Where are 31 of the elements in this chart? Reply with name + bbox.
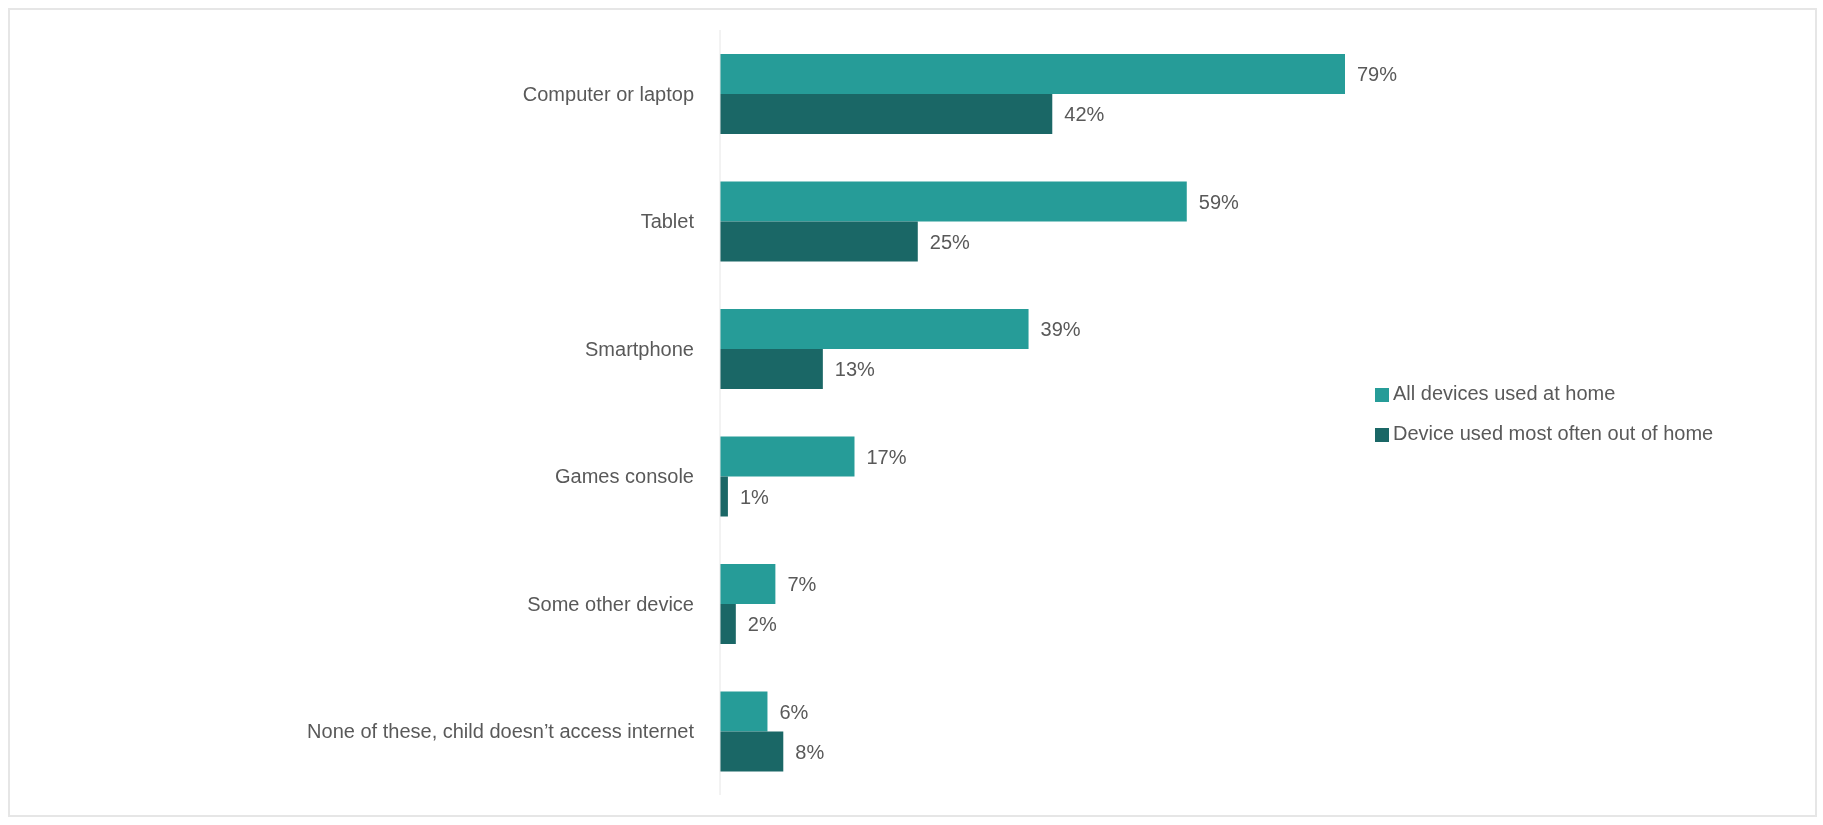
y-tick-label: Computer or laptop <box>522 82 694 105</box>
y-tick-label: Smartphone <box>585 337 694 360</box>
bar <box>720 691 768 732</box>
data-label: 79% <box>1357 63 1398 85</box>
legend-label: All devices used at home <box>1393 381 1616 404</box>
bar <box>720 94 1053 134</box>
data-label: 13% <box>834 358 876 380</box>
data-label: 1% <box>739 485 770 508</box>
data-label: 8% <box>795 740 825 763</box>
bar <box>720 436 855 477</box>
data-label: 59% <box>1198 190 1240 213</box>
legend-label: Device used most often out of home <box>1393 421 1714 444</box>
bar <box>720 221 918 262</box>
y-tick-label: None of these, child doesn’t access internet <box>307 720 695 743</box>
data-label: 25% <box>929 230 971 253</box>
bar <box>720 564 776 604</box>
data-label: 2% <box>747 613 777 635</box>
data-label: 17% <box>866 445 907 468</box>
y-tick-label: Games console <box>555 465 694 488</box>
bar <box>720 604 736 644</box>
bar <box>720 731 784 772</box>
bar <box>720 54 1345 94</box>
y-tick-label: Some other device <box>527 592 694 615</box>
bar <box>720 309 1029 349</box>
data-label: 7% <box>787 573 817 595</box>
data-label: 39% <box>1040 318 1081 340</box>
y-tick-label: Tablet <box>640 210 695 233</box>
bar <box>720 349 823 389</box>
data-label: 6% <box>779 700 809 723</box>
bar <box>720 181 1187 222</box>
data-label: 42% <box>1064 103 1105 125</box>
